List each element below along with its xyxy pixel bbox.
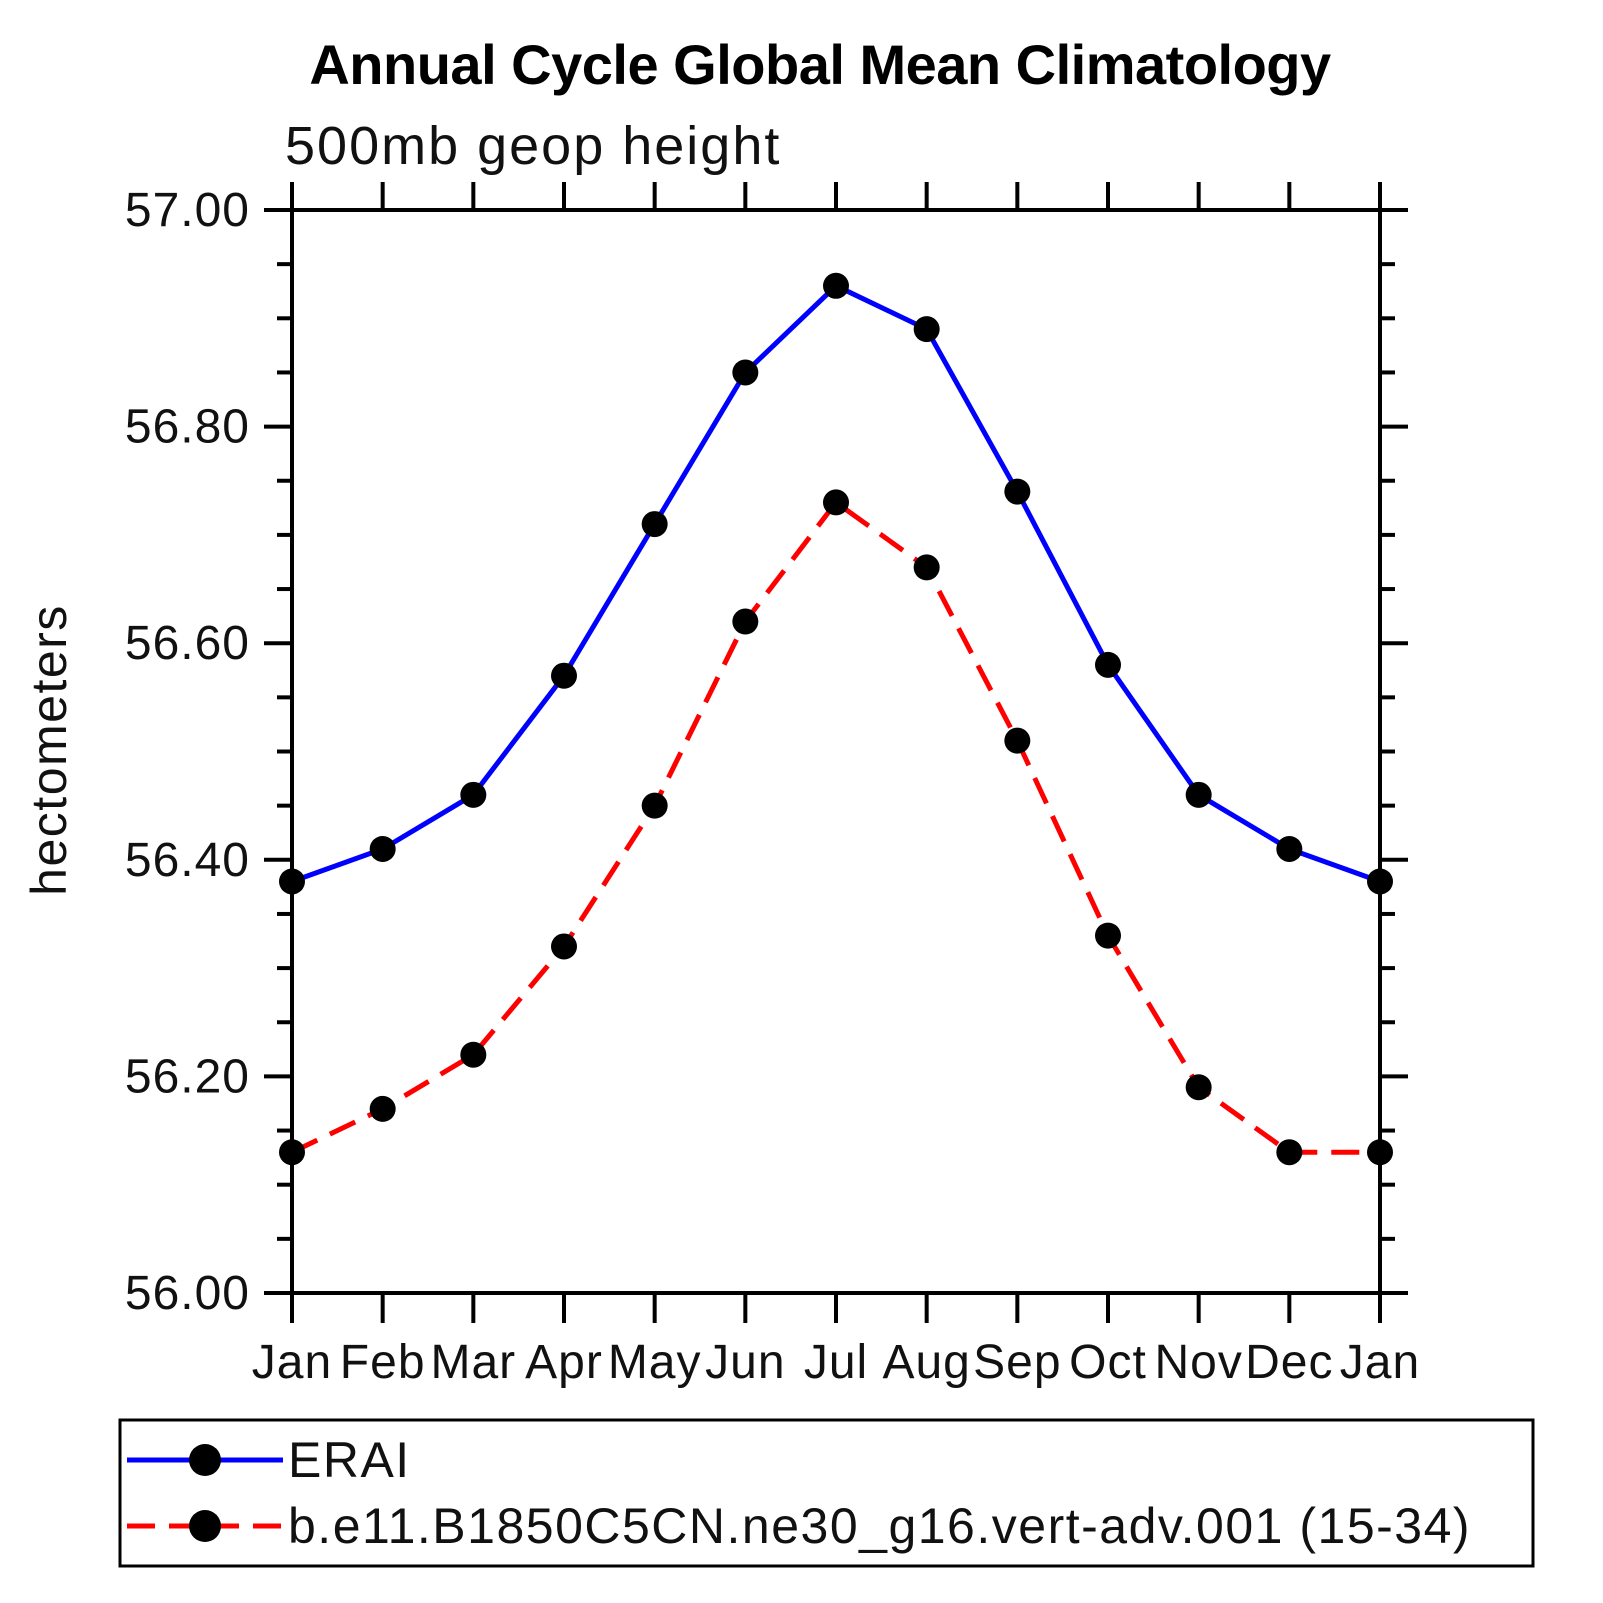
erai-legend-label: ERAI <box>288 1432 411 1488</box>
model-data-point-marker <box>460 1041 487 1068</box>
model-data-point-marker <box>1185 1074 1212 1101</box>
y-tick-label: 56.40 <box>125 834 250 887</box>
x-tick-label: Mar <box>430 1336 516 1389</box>
model-data-point-marker <box>913 554 940 581</box>
erai-legend-marker-icon <box>189 1444 221 1476</box>
legend-entry-erai: ERAI <box>127 1432 411 1488</box>
x-tick-label: Feb <box>340 1336 426 1389</box>
erai-data-point-marker <box>1276 835 1303 862</box>
erai-data-point-marker <box>732 359 759 386</box>
model-data-point-marker <box>279 1139 305 1166</box>
legend-box: ERAI b.e11.B1850C5CN.ne30_g16.vert-adv.0… <box>118 1418 1535 1568</box>
x-tick-label: Jun <box>705 1336 785 1389</box>
erai-data-point-marker <box>1004 478 1031 505</box>
model-data-point-marker <box>732 608 759 635</box>
model-legend-marker-icon <box>189 1510 221 1542</box>
model-data-point-marker <box>1276 1139 1303 1166</box>
x-tick-label: Apr <box>525 1336 603 1389</box>
erai-data-point-marker <box>1095 651 1121 678</box>
y-tick-label: 56.80 <box>125 401 250 454</box>
model-data-point-marker <box>1095 922 1121 949</box>
x-tick-label: Sep <box>973 1336 1061 1389</box>
erai-data-point-marker <box>460 781 487 808</box>
x-tick-label: Jan <box>1340 1336 1420 1389</box>
model-data-point-marker <box>1004 727 1031 754</box>
model-data-point-marker <box>551 933 577 960</box>
x-tick-label: Jul <box>804 1336 868 1389</box>
model-data-point-marker <box>1367 1139 1393 1166</box>
y-tick-label: 57.00 <box>125 184 250 237</box>
erai-data-point-marker <box>823 272 849 299</box>
plot-frame <box>290 208 1382 1295</box>
y-tick-label: 56.60 <box>125 617 250 670</box>
erai-line <box>291 282 1381 884</box>
erai-data-point-marker <box>913 316 940 343</box>
x-tick-label: Jan <box>252 1336 332 1389</box>
model-data-point-marker <box>641 792 668 819</box>
model-line <box>290 498 1380 1155</box>
x-tick-label: Aug <box>882 1336 970 1389</box>
chart-title: Annual Cycle Global Mean Climatology <box>309 33 1331 96</box>
x-tick-label: Oct <box>1069 1336 1147 1389</box>
legend-entry-model: b.e11.B1850C5CN.ne30_g16.vert-adv.001 (1… <box>127 1498 1471 1554</box>
erai-data-point-marker <box>279 868 305 895</box>
chart-subtitle: 500mb geop height <box>285 116 781 176</box>
x-tick-label: Dec <box>1245 1336 1333 1389</box>
model-legend-label: b.e11.B1850C5CN.ne30_g16.vert-adv.001 (1… <box>288 1498 1471 1554</box>
model-data-point-marker <box>823 489 849 516</box>
erai-data-point-marker <box>1367 868 1393 895</box>
model-data-point-marker <box>369 1095 396 1122</box>
y-tick-label: 56.00 <box>125 1267 250 1320</box>
y-tick-label: 56.20 <box>125 1050 250 1103</box>
series-layer <box>279 272 1393 1166</box>
erai-data-point-marker <box>369 835 396 862</box>
erai-data-point-marker <box>1185 781 1212 808</box>
x-tick-label: Nov <box>1154 1336 1242 1389</box>
erai-data-point-marker <box>551 662 577 689</box>
legend-border <box>118 1418 1535 1568</box>
y-axis-label: hectometers <box>21 604 77 896</box>
x-tick-label: May <box>608 1336 702 1389</box>
erai-data-point-marker <box>641 511 668 538</box>
